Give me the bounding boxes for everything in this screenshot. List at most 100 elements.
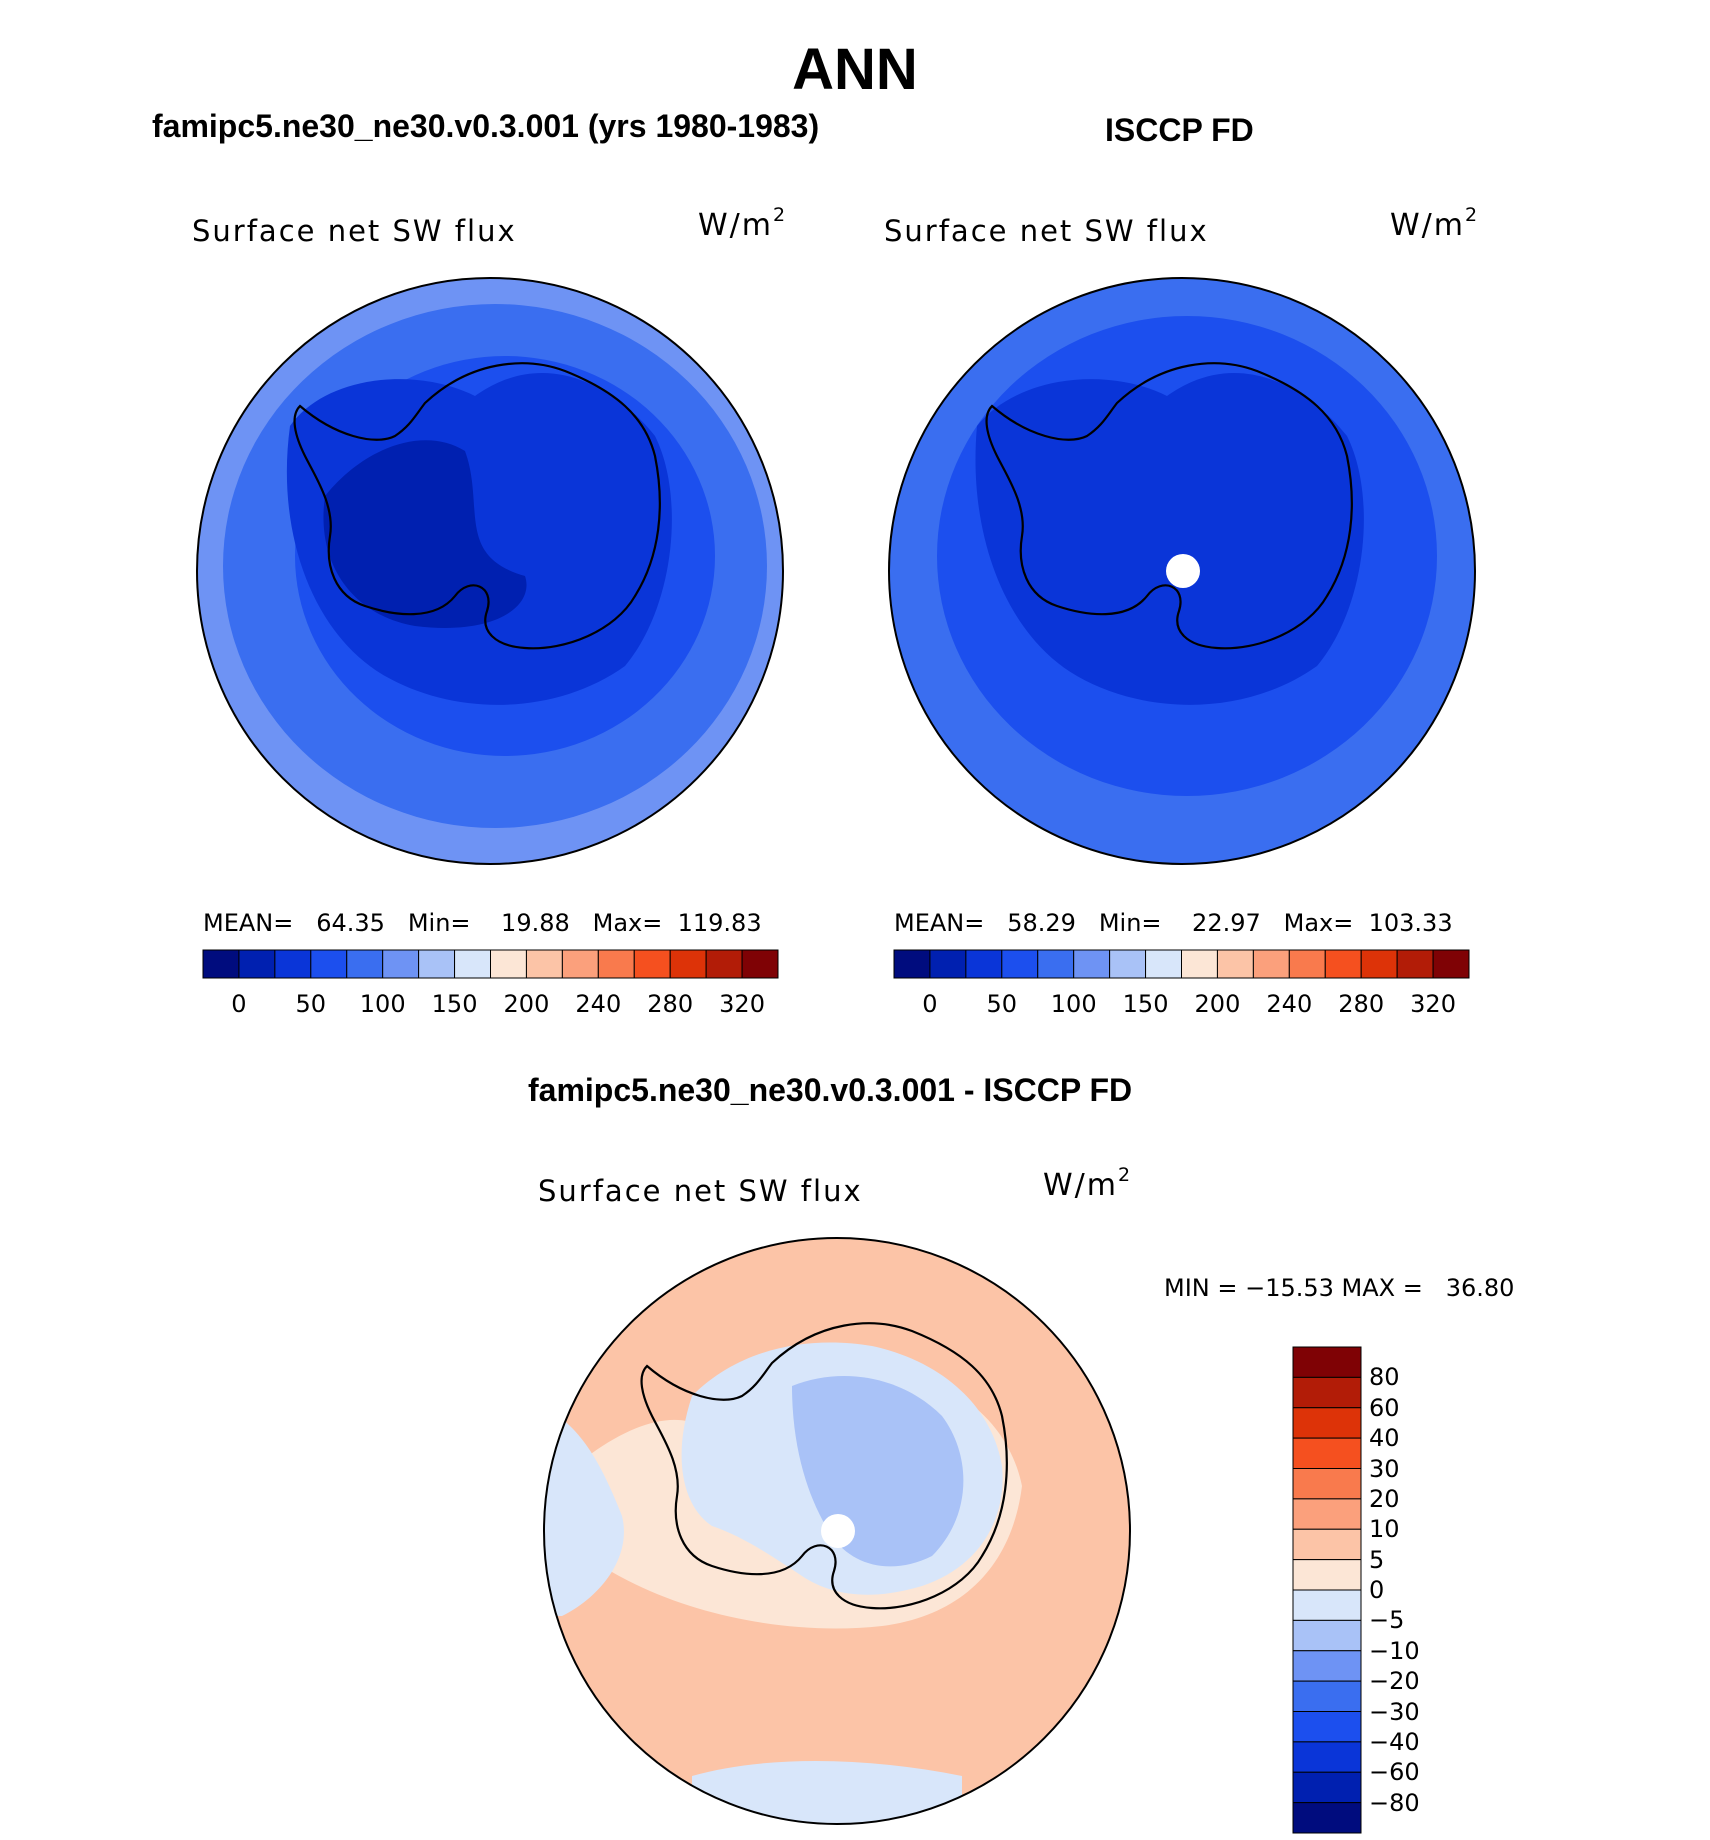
panel-1-colorbar-tick-label: 320 <box>719 990 765 1018</box>
panel-3-variable: Surface net SW flux <box>538 1174 863 1208</box>
panel-1-colorbar-swatch <box>669 949 707 979</box>
panel-3-colorbar-tick-label: −5 <box>1369 1606 1405 1635</box>
panel-3-colorbar-swatch <box>1292 1498 1362 1530</box>
panel-3-colorbar-tick-label: 60 <box>1369 1393 1400 1422</box>
figure-title: ANN <box>792 37 918 102</box>
panel-2-colorbar-tick-label: 50 <box>986 990 1018 1018</box>
panel-3-colorbar <box>1292 1346 1362 1834</box>
panel-2-colorbar-swatch <box>1396 949 1434 979</box>
panel-1-colorbar-tick-label: 0 <box>231 990 247 1018</box>
panel-2-units-sup: 2 <box>1465 204 1480 226</box>
panel-1-colorbar-swatch <box>202 949 240 979</box>
panel-1-title: famipc5.ne30_ne30.v0.3.001 (yrs 1980-198… <box>152 108 820 144</box>
panel-3-colorbar-swatch <box>1292 1650 1362 1682</box>
panel-1-colorbar-swatch <box>454 949 491 979</box>
panel-2-colorbar-swatch <box>1432 949 1470 979</box>
panel-3-units: W/m2 <box>1043 1164 1132 1203</box>
panel-2-colorbar-swatch <box>893 949 931 979</box>
panel-3-colorbar-tick-label: 40 <box>1369 1424 1400 1453</box>
panel-3-colorbar-swatch <box>1292 1346 1362 1378</box>
panel-2-colorbar-swatch <box>929 949 967 979</box>
panel-2-colorbar-swatch <box>1181 949 1218 979</box>
panel-2-colorbar-tick-label: 240 <box>1266 990 1313 1018</box>
panel-3-colorbar-tick-label: 10 <box>1369 1515 1400 1544</box>
panel-3-cool-left <box>544 1406 624 1616</box>
panel-1-units: W/m2 <box>698 204 787 243</box>
panel-2-colorbar-swatch <box>965 949 1003 979</box>
panel-3-colorbar-swatch <box>1292 1468 1362 1500</box>
panel-3-colorbar-tick-label: 0 <box>1369 1576 1385 1604</box>
panel-2-colorbar-swatch <box>1252 949 1290 979</box>
panel-2-colorbar-swatch <box>1037 949 1075 979</box>
panel-3-colorbar-swatch <box>1292 1376 1362 1409</box>
panel-1-colorbar-swatch <box>238 949 276 979</box>
panel-2-colorbar-tick-label: 320 <box>1410 990 1456 1018</box>
panel-3-colorbar-tick-label: 30 <box>1369 1454 1400 1483</box>
panel-1-colorbar-swatch <box>705 949 743 979</box>
panel-3-colorbar-tick-label: −60 <box>1369 1758 1420 1787</box>
panel-1-units-text: W/m <box>698 208 773 243</box>
panel-3-colorbar-tick-label: 5 <box>1369 1545 1385 1574</box>
panel-3-colorbar-swatch <box>1292 1771 1362 1804</box>
panel-2-colorbar-swatch <box>1109 949 1147 979</box>
panel-3-colorbar-swatch <box>1292 1437 1362 1469</box>
panel-2-colorbar-swatch <box>1145 949 1182 979</box>
panel-1-colorbar-tick-label: 100 <box>359 990 406 1018</box>
panel-1-colorbar-swatch <box>382 949 420 979</box>
panel-1-units-sup: 2 <box>773 204 788 226</box>
panel-2-variable: Surface net SW flux <box>884 214 1209 248</box>
panel-1-colorbar-tick-label: 50 <box>295 990 327 1018</box>
panel-2-colorbar-swatch <box>1360 949 1398 979</box>
panel-3-coastline <box>640 1322 1008 1610</box>
panel-2-units-text: W/m <box>1390 208 1465 243</box>
panel-1-colorbar <box>202 949 779 979</box>
panel-3-colorbar-swatch <box>1292 1711 1362 1743</box>
panel-1-colorbar-swatch <box>346 949 384 979</box>
panel-3-colorbar-swatch <box>1292 1619 1362 1652</box>
panel-2-colorbar-swatch <box>1001 949 1039 979</box>
panel-2-colorbar <box>893 949 1470 979</box>
panel-3-cool-bottom <box>692 1761 962 1824</box>
panel-2-pole-hole <box>1166 554 1200 588</box>
panel-1-interior <box>323 440 527 628</box>
panel-2-colorbar-tick-label: 150 <box>1122 990 1169 1018</box>
panel-3-colorbar-tick-label: −20 <box>1369 1667 1420 1696</box>
panel-3-colorbar-swatch <box>1292 1680 1362 1712</box>
panel-3-colorbar-tick-label: −30 <box>1369 1697 1420 1726</box>
panel-3-colorbar-tick-label: −40 <box>1369 1727 1420 1756</box>
panel-2-units: W/m2 <box>1390 204 1479 243</box>
panel-1-colorbar-tick-label: 150 <box>431 990 478 1018</box>
panel-3-colorbar-tick-label: −80 <box>1369 1788 1420 1817</box>
panel-1-colorbar-swatch <box>490 949 527 979</box>
panel-1-colorbar-swatch <box>418 949 456 979</box>
panel-1-colorbar-swatch <box>633 949 671 979</box>
panel-3-map <box>543 1237 1131 1825</box>
panel-1-colorbar-swatch <box>310 949 348 979</box>
panel-1-colorbar-swatch <box>525 949 563 979</box>
panel-2-colorbar-tick-label: 100 <box>1050 990 1097 1018</box>
panel-3-colorbar-tick-label: −10 <box>1369 1636 1420 1665</box>
panel-3-pole-hole <box>821 1514 855 1548</box>
panel-3-colorbar-swatch <box>1292 1528 1362 1561</box>
panel-2-colorbar-swatch <box>1288 949 1326 979</box>
panel-1-colorbar-tick-label: 200 <box>503 990 550 1018</box>
panel-3-stats: MIN = −15.53 MAX = 36.80 <box>1164 1274 1515 1302</box>
panel-3-units-text: W/m <box>1043 1168 1118 1203</box>
panel-3-colorbar-swatch <box>1292 1559 1362 1591</box>
panel-3-colorbar-swatch <box>1292 1802 1362 1834</box>
panel-3-colorbar-tick-label: 80 <box>1369 1363 1400 1392</box>
panel-1-colorbar-tick-label: 280 <box>647 990 694 1018</box>
panel-2-stats: MEAN= 58.29 Min= 22.97 Max= 103.33 <box>894 909 1453 937</box>
panel-2-colorbar-swatch <box>1324 949 1362 979</box>
panel-3-colorbar-swatch <box>1292 1741 1362 1773</box>
panel-1-colorbar-swatch <box>561 949 599 979</box>
panel-3-colorbar-swatch <box>1292 1407 1362 1439</box>
panel-2-colorbar-tick-label: 200 <box>1194 990 1241 1018</box>
panel-1-colorbar-swatch <box>741 949 779 979</box>
panel-1-coastline <box>293 362 661 650</box>
panel-2-colorbar-swatch <box>1216 949 1254 979</box>
panel-2-colorbar-tick-label: 280 <box>1338 990 1385 1018</box>
panel-1-map <box>196 277 784 865</box>
panel-3-title: famipc5.ne30_ne30.v0.3.001 - ISCCP FD <box>528 1072 1133 1108</box>
panel-3-colorbar-tick-label: 20 <box>1369 1484 1400 1513</box>
